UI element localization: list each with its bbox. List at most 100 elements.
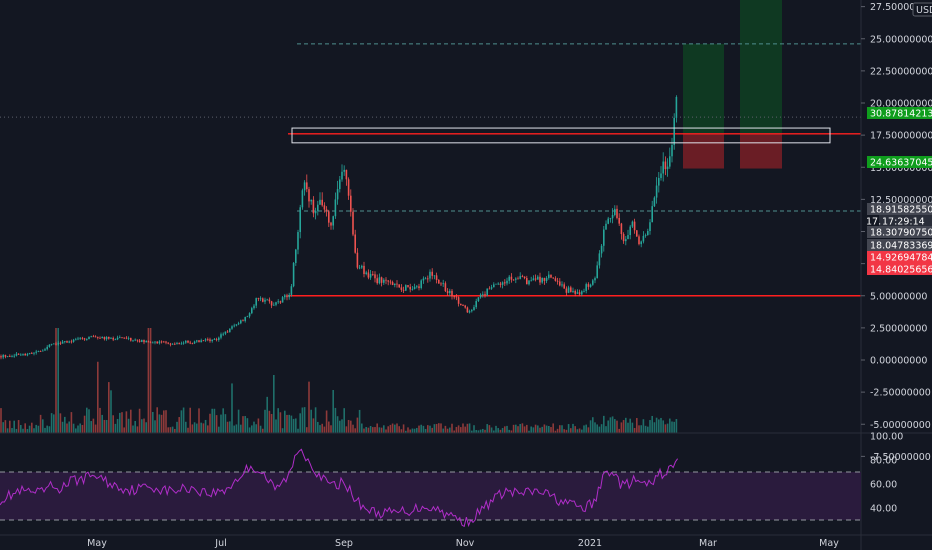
candle-body — [655, 185, 658, 198]
volume-bar — [167, 427, 169, 433]
volume-bar — [358, 409, 361, 433]
candle-body — [334, 199, 337, 217]
volume-bar — [127, 418, 130, 433]
candle-body — [625, 239, 627, 242]
candle-body — [61, 341, 64, 344]
volume-bar — [605, 426, 607, 433]
candle-body — [235, 324, 238, 326]
volume-bar — [545, 425, 548, 433]
candle-body — [563, 284, 565, 289]
volume-bar — [253, 421, 255, 433]
candle-body — [343, 169, 345, 172]
volume-bar — [28, 425, 31, 433]
candle-body — [229, 328, 231, 333]
volume-bar — [237, 409, 240, 433]
volume-bar — [0, 408, 2, 433]
candle-body — [4, 355, 7, 357]
candle-body — [99, 337, 101, 339]
volume-bar — [455, 426, 458, 433]
candle-body — [532, 278, 535, 281]
volume-bar — [581, 429, 583, 433]
candle-body — [88, 336, 90, 340]
position-zones — [683, 0, 782, 169]
volume-bar — [411, 428, 414, 433]
volume-bar — [334, 407, 337, 433]
candle-body — [39, 351, 42, 352]
volume-bar — [46, 425, 48, 433]
candle-body — [121, 337, 123, 339]
volume-bar — [218, 426, 220, 433]
volume-bar — [303, 407, 306, 433]
candle-body — [198, 340, 200, 343]
volume-bar — [222, 408, 224, 433]
level-lines[interactable] — [0, 0, 861, 297]
candle-body — [125, 337, 128, 339]
volume-bar — [550, 427, 552, 433]
volume-bar — [70, 412, 73, 433]
volume-bar — [488, 425, 491, 433]
candle-body — [464, 305, 466, 308]
candle-body — [611, 215, 614, 219]
volume-bar — [576, 429, 579, 433]
volume-bar — [138, 408, 141, 433]
volume-bar — [339, 420, 341, 433]
candle-body — [515, 278, 517, 280]
volume-bar — [92, 418, 95, 433]
currency-tag[interactable]: USD — [912, 2, 932, 17]
volume-bar — [669, 418, 671, 433]
candle-body — [345, 169, 348, 180]
volume-bar — [319, 425, 321, 433]
price-tag-label: 17:29:14 — [882, 217, 925, 228]
volume-bar — [508, 429, 510, 433]
volume-bar — [416, 427, 418, 433]
price-tick-label: 2.50000000 — [870, 323, 927, 334]
volume-bar — [321, 423, 323, 433]
volume-bar — [673, 421, 675, 433]
candle-body — [191, 343, 194, 345]
rsi-axis[interactable]: 100.00 80.00 60.00 40.00 — [870, 432, 903, 515]
price-tag-label: 18.30790750 — [870, 228, 932, 239]
volume-bar — [609, 417, 612, 433]
candle-body — [435, 275, 438, 280]
candle-body — [138, 340, 141, 342]
volume-bar — [64, 416, 66, 433]
candle-body — [367, 272, 370, 278]
candle-body — [347, 179, 350, 196]
volume-bar — [268, 410, 271, 433]
range-rectangle[interactable] — [291, 127, 831, 144]
candle-body — [490, 287, 493, 289]
volume-bar — [314, 407, 317, 433]
time-axis[interactable]: May Jul Sep Nov 2021 Mar May — [87, 538, 839, 549]
candle-body — [495, 283, 497, 285]
volume-bar — [182, 407, 185, 433]
candle-body — [592, 280, 594, 285]
volume-bar — [482, 428, 484, 433]
candle-body — [647, 231, 649, 236]
candle-body — [669, 156, 671, 167]
range-box[interactable] — [291, 127, 831, 144]
candle-body — [587, 284, 590, 287]
volume-bar — [292, 418, 295, 433]
candle-body — [268, 299, 271, 302]
candle-body — [411, 289, 414, 290]
candle-body — [627, 235, 629, 240]
candle-body — [308, 189, 310, 202]
volume-bar — [317, 421, 319, 433]
time-axis-label: Sep — [335, 538, 353, 549]
volume-bar — [33, 428, 35, 433]
price-tick-label: 15.00000000 — [870, 163, 932, 174]
volume-bar — [391, 423, 394, 433]
candle-body — [147, 340, 150, 343]
volume-bar — [387, 426, 389, 433]
candle-body — [6, 356, 9, 357]
rsi-band — [0, 472, 861, 520]
candle-body — [361, 265, 363, 268]
candle-body — [264, 299, 266, 302]
candle-body — [211, 339, 213, 342]
price-tick-label: 5.00000000 — [870, 291, 927, 302]
volume-bar — [530, 426, 532, 433]
candle-body — [499, 283, 502, 285]
volume-bar — [200, 422, 202, 433]
candle-body — [609, 218, 612, 220]
